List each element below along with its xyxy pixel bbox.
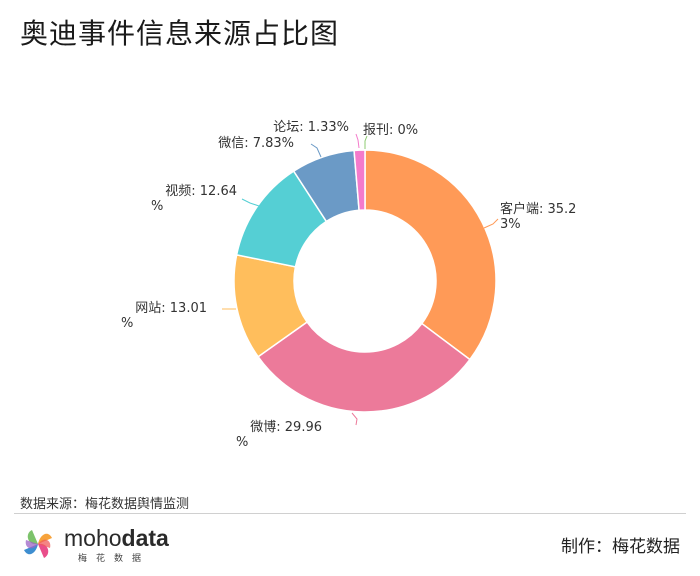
logo-word-moho: moho — [64, 525, 122, 551]
slice-label-line: 客户端: 35.2 — [500, 201, 576, 217]
donut-slices — [233, 149, 497, 413]
logo-wordmark: mohodata — [64, 524, 169, 552]
slice-label-line: % — [121, 316, 133, 331]
leader-line-slice-1 — [351, 412, 358, 426]
mohodata-logo: mohodata 梅花数据 — [20, 524, 200, 564]
leader-line-slice-3 — [241, 198, 263, 208]
data-source-note: 数据来源：梅花数据舆情监测 — [20, 497, 190, 512]
slice-label-slice-3: 视频: 12.64% — [151, 184, 237, 214]
leader-line-slice-5 — [355, 133, 360, 149]
slice-label-slice-4: 微信: 7.83% — [218, 136, 294, 151]
donut-slice-5[interactable] — [353, 149, 366, 212]
slice-labels: 客户端: 35.2 3%微博: 29.96 %网站: 13.01 %视频: 12.64… — [121, 120, 576, 450]
slice-label-line: % — [151, 199, 163, 214]
slice-label-slice-0: 客户端: 35.2 3% — [500, 201, 576, 232]
donut-slice-1[interactable] — [257, 320, 471, 413]
slice-label-line: % — [236, 435, 248, 450]
slice-label-slice-6: 报刊: 0% — [363, 123, 418, 138]
slice-label-line: 3% — [500, 217, 521, 232]
footer-divider — [14, 513, 686, 514]
logo-word-data: data — [121, 525, 169, 551]
leader-line-slice-6 — [364, 135, 368, 149]
donut-slice-0[interactable] — [364, 149, 497, 361]
slice-label-line: 论坛: 1.33% — [273, 120, 349, 135]
slice-label-line: 报刊: 0% — [363, 123, 418, 138]
slice-label-slice-2: 网站: 13.01% — [121, 301, 207, 331]
slice-label-line: 微信: 7.83% — [218, 136, 294, 151]
slice-label-line: 视频: 12.64 — [165, 184, 237, 199]
slice-label-line: 网站: 13.01 — [135, 301, 207, 316]
leader-line-slice-4 — [310, 143, 322, 158]
maker-credit: 制作：梅花数据 — [561, 537, 680, 557]
slice-label-slice-5: 论坛: 1.33% — [273, 120, 349, 135]
leader-line-slice-0 — [483, 218, 499, 229]
logo-subtitle: 梅花数据 — [78, 554, 151, 564]
slice-label-line: 微博: 29.96 — [250, 420, 322, 435]
chart-title: 奥迪事件信息来源占比图 — [20, 17, 340, 50]
slice-label-slice-1: 微博: 29.96% — [236, 420, 322, 450]
pinwheel-logo-icon — [24, 530, 52, 558]
label-leader-lines — [222, 133, 499, 426]
